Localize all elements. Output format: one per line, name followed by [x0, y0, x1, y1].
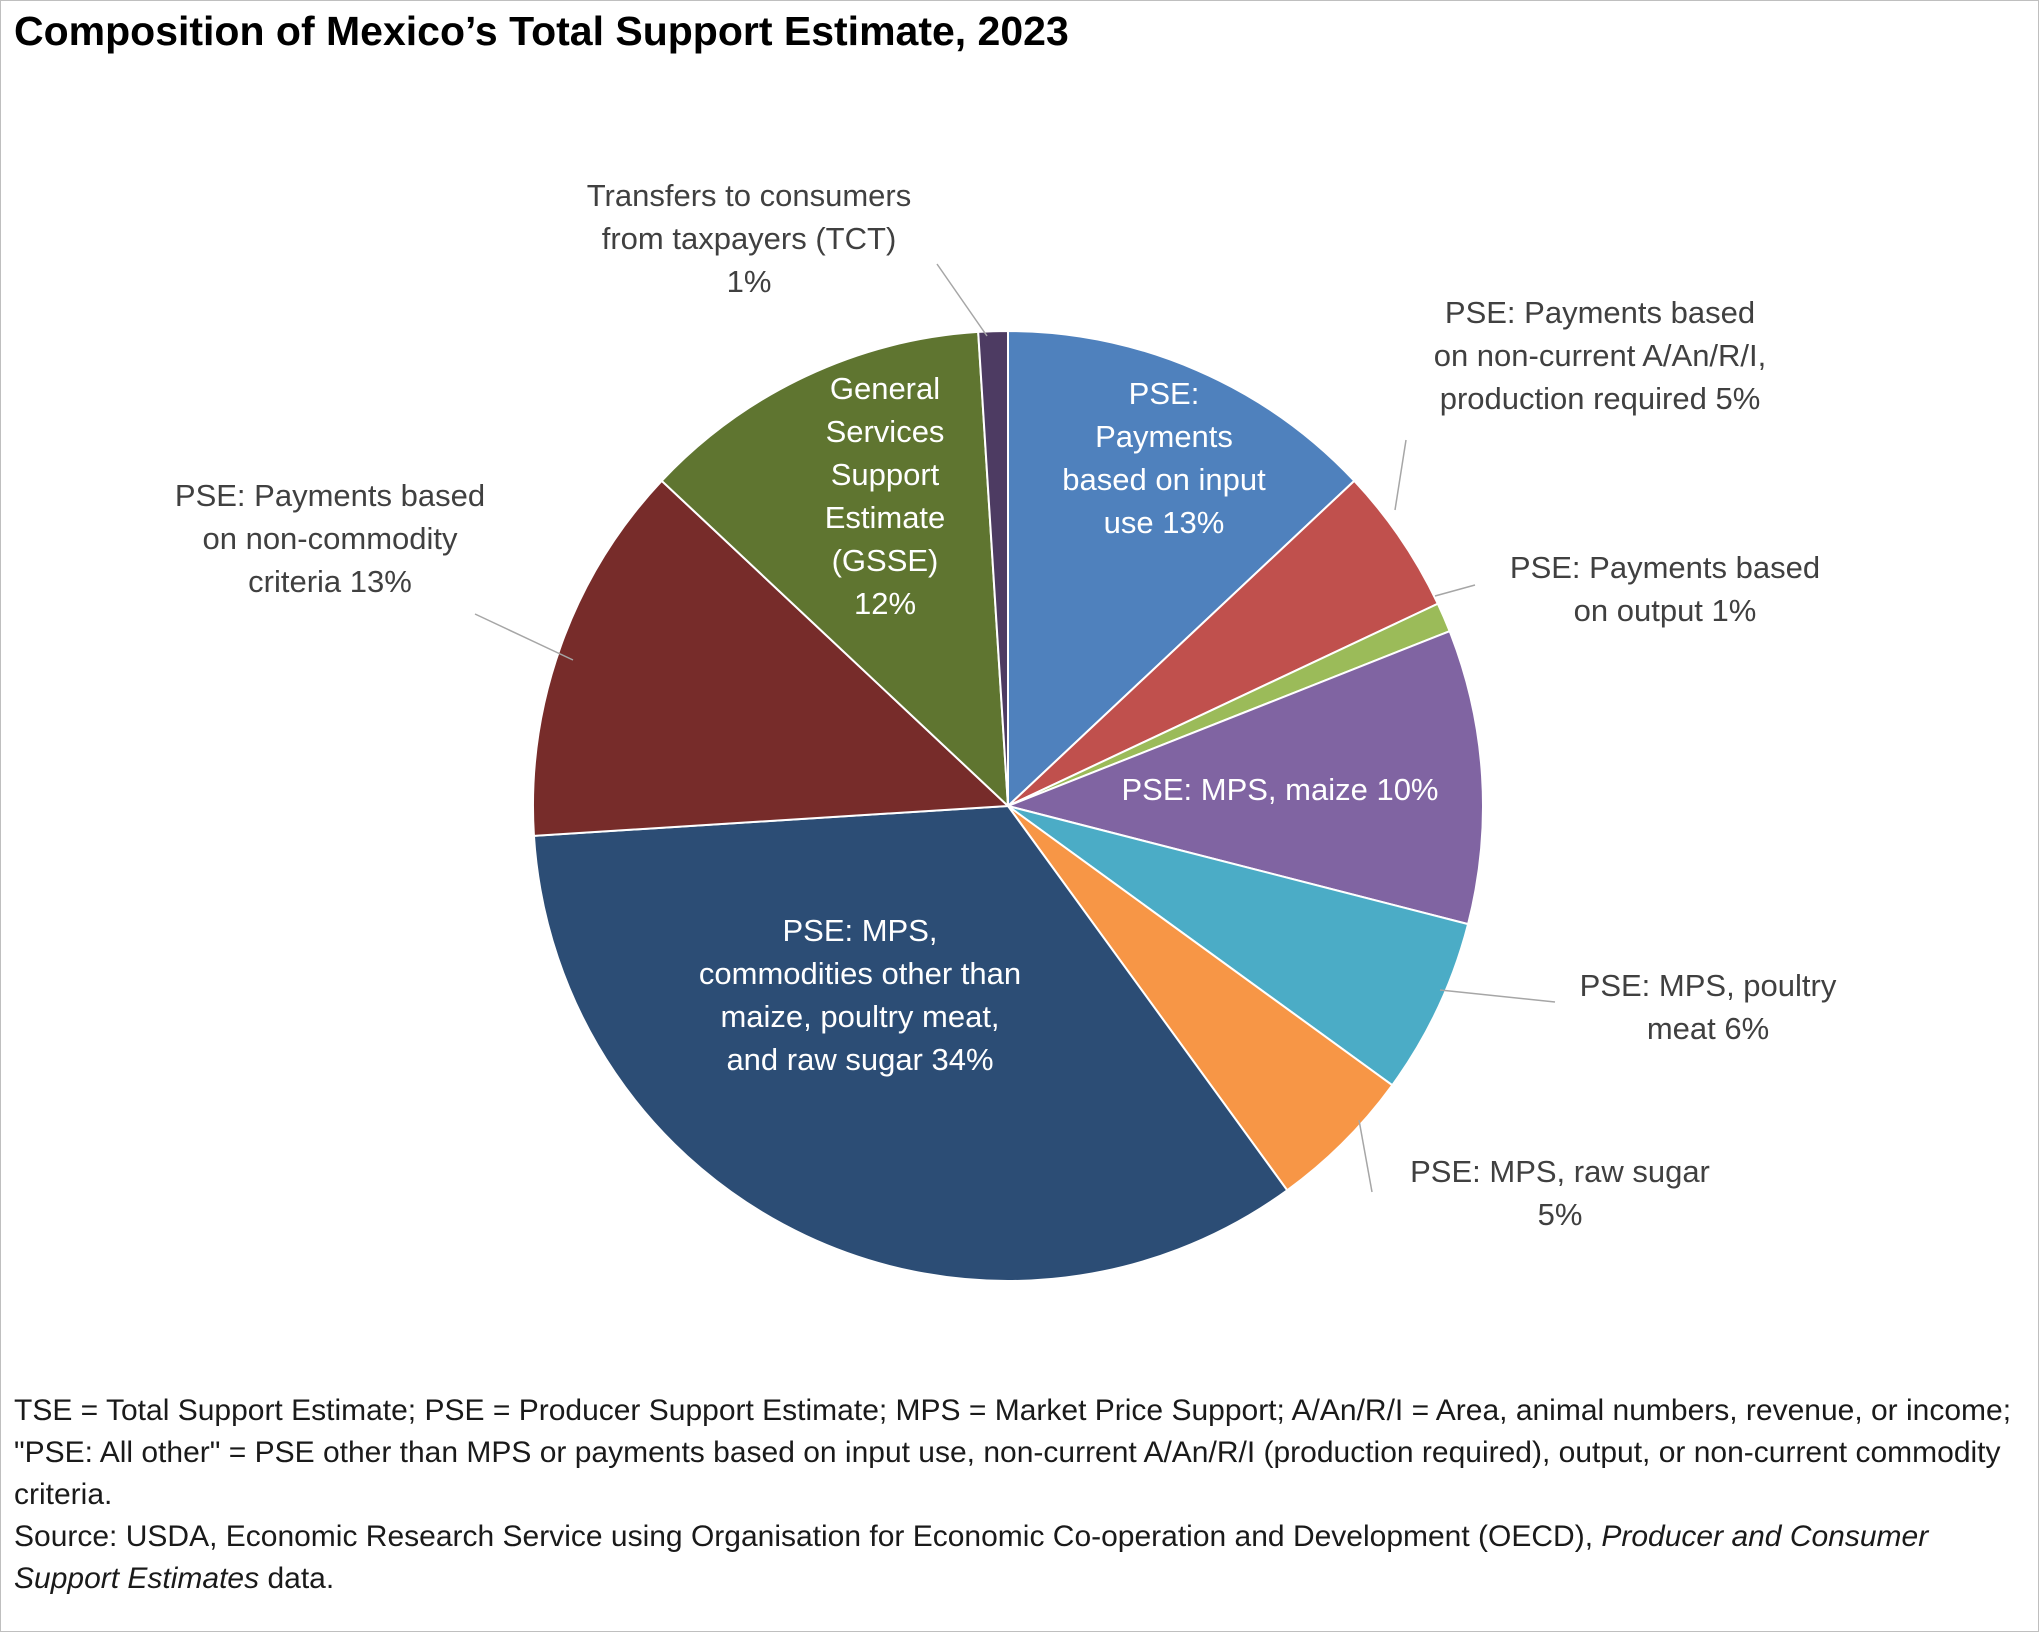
- pie-slice-10: [977, 329, 1009, 807]
- source-suffix: data.: [259, 1562, 335, 1595]
- pie-slices: [532, 329, 1484, 1282]
- slice-label-1: PSE: Payments based on input use 13%: [1062, 376, 1266, 540]
- pie-slice-1: [1007, 329, 1356, 809]
- slice-label-7: PSE: MPS, commodities other than maize, po…: [699, 913, 1021, 1077]
- chart-title: Composition of Mexico’s Total Support Es…: [14, 8, 1069, 54]
- slice-label-2: PSE: Payments based on non-current A/An/R…: [1434, 295, 1767, 416]
- leader-line-5: [1439, 989, 1556, 1003]
- footnote-definitions: TSE = Total Support Estimate; PSE = Prod…: [14, 1394, 2012, 1511]
- pie-slice-5: [1007, 805, 1470, 1087]
- pie-slice-8: [532, 479, 1011, 837]
- source-prefix: Source: USDA, Economic Research Service …: [14, 1520, 1602, 1553]
- slice-label-8: PSE: Payments based on non-commodity crite…: [175, 478, 485, 599]
- pie-slice-4: [1004, 629, 1484, 926]
- slice-labels: PSE: Payments based on input use 13% PSE: Pa…: [175, 178, 1837, 1232]
- leader-line-6: [1358, 1119, 1373, 1193]
- source-title: Producer and Consumer Support Estimates: [14, 1520, 1929, 1595]
- slice-label-6: PSE: MPS, raw sugar 5%: [1410, 1154, 1710, 1232]
- slice-label-5: PSE: MPS, poultry meat 6%: [1580, 968, 1837, 1046]
- leader-lines: [474, 263, 1556, 1193]
- slice-label-10: Transfers to consumers from taxpayers (TC…: [587, 178, 911, 299]
- leader-line-10: [936, 263, 988, 337]
- footnote-source: Source: USDA, Economic Research Service …: [14, 1516, 2019, 1600]
- slice-label-3: PSE: Payments based on output 1%: [1510, 550, 1820, 628]
- leader-line-8: [474, 613, 574, 661]
- pie-slice-9: [660, 330, 1010, 809]
- slice-label-4: PSE: MPS, maize 10%: [1121, 772, 1438, 807]
- leader-line-2: [1394, 439, 1407, 511]
- pie-slice-2: [1007, 479, 1440, 807]
- slice-label-9: General Services Support Estimate (GSSE) 12%: [825, 371, 946, 621]
- pie-slice-6: [1007, 805, 1394, 1192]
- leader-line-3: [1434, 584, 1476, 597]
- pie-chart: PSE: Payments based on input use 13% PSE: Pa…: [175, 178, 1837, 1282]
- pie-slice-7: [532, 804, 1289, 1282]
- footnote: TSE = Total Support Estimate; PSE = Prod…: [14, 1390, 2019, 1600]
